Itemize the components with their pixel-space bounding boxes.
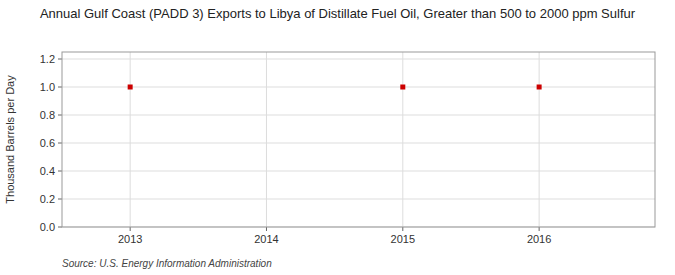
tick [402,227,403,231]
point [400,85,405,90]
tick-label: 0.6 [40,137,55,149]
title: Annual Gulf Coast (PADD 3) Exports to Li… [40,6,636,21]
point [537,85,542,90]
tick-label: 1.2 [40,53,55,65]
tick [58,199,62,200]
tick [58,59,62,60]
tick [58,143,62,144]
tick-label: 2015 [391,233,415,245]
grid-line [62,59,655,60]
grid-line [130,52,131,227]
point [128,85,133,90]
grid-line [266,52,267,227]
title-line: Annual Gulf Coast (PADD 3) Exports to Li… [40,6,636,21]
plot-frame [62,52,655,227]
tick-label: 2014 [254,233,278,245]
grid [62,52,655,227]
tick-label: 2016 [527,233,551,245]
axes: 0.0 0.2 0.4 0.6 0.8 1.0 1.2 2013 2014 2015 2016 [40,52,655,245]
annotation: Source: U.S. Energy Information Administ… [62,258,272,269]
tick-label: 0.0 [40,221,55,233]
tick-label: 2013 [118,233,142,245]
grid-line [62,143,655,144]
tick-label: 0.2 [40,193,55,205]
tick [539,227,540,231]
tick [58,171,62,172]
tick [58,115,62,116]
tick-label: 0.8 [40,109,55,121]
tick [130,227,131,231]
grid-line [539,52,540,227]
y-axis-label: Thousand Barrels per Day [4,75,16,204]
grid-line [402,52,403,227]
grid-line [62,171,655,172]
grid-line [62,87,655,88]
grid-line [62,115,655,116]
points [128,85,542,90]
tick [58,227,62,228]
tick-label: 1.0 [40,81,55,93]
chart: Annual Gulf Coast (PADD 3) Exports to Li… [0,0,675,275]
tick-label: 0.4 [40,165,55,177]
tick [266,227,267,231]
tick [58,87,62,88]
grid-line [62,199,655,200]
